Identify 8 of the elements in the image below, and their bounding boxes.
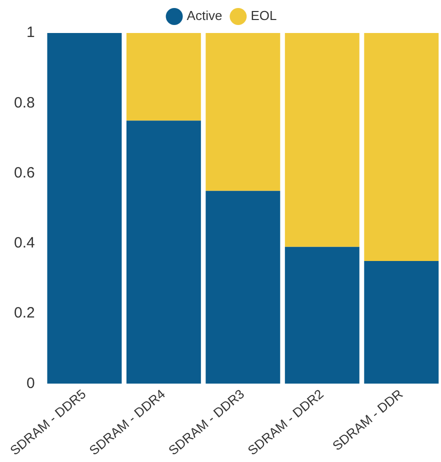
y-tick-label: 0 bbox=[26, 374, 35, 392]
y-tick-label: 0.6 bbox=[14, 164, 35, 182]
y-tick-label: 0.4 bbox=[14, 234, 35, 252]
y-tick-label: 1 bbox=[26, 24, 35, 42]
y-tick-label: 0.8 bbox=[14, 94, 35, 112]
y-tick-label: 0.2 bbox=[14, 304, 35, 322]
legend-label: Active bbox=[186, 8, 222, 24]
legend-label: EOL bbox=[250, 8, 277, 24]
